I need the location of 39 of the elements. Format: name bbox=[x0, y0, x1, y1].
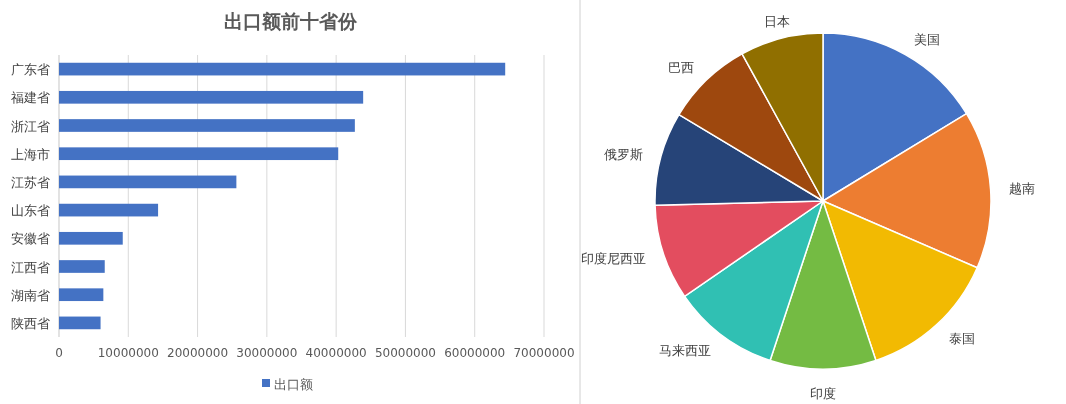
y-tick-label: 上海市 bbox=[11, 146, 50, 162]
bar bbox=[59, 62, 506, 76]
chart-title: 出口额前十省份 bbox=[223, 10, 358, 32]
y-tick-label: 福建省 bbox=[11, 90, 50, 106]
x-tick-label: 10000000 bbox=[97, 346, 159, 360]
y-tick-label: 陕西省 bbox=[11, 315, 50, 331]
x-tick-label: 20000000 bbox=[167, 346, 229, 360]
y-tick-label: 安徽省 bbox=[11, 231, 50, 247]
x-tick-label: 50000000 bbox=[374, 346, 436, 360]
bar bbox=[59, 90, 364, 104]
x-tick-label: 70000000 bbox=[513, 346, 575, 360]
x-tick-label: 30000000 bbox=[236, 346, 298, 360]
y-tick-label: 江西省 bbox=[11, 259, 50, 275]
bar bbox=[59, 260, 105, 273]
y-tick-label: 浙江省 bbox=[11, 118, 50, 134]
slice-label: 印度尼西亚 bbox=[581, 251, 647, 267]
slice-label: 泰国 bbox=[948, 331, 975, 347]
y-tick-label: 江苏省 bbox=[11, 174, 50, 190]
slice-label: 马来西亚 bbox=[659, 342, 712, 358]
slice-label: 俄罗斯 bbox=[604, 146, 644, 162]
y-tick-label: 广东省 bbox=[11, 62, 50, 78]
slice-label: 美国 bbox=[914, 31, 941, 47]
bar bbox=[59, 316, 101, 330]
x-tick-label: 0 bbox=[55, 346, 63, 360]
slice-label: 日本 bbox=[763, 13, 790, 29]
slice-label: 越南 bbox=[1008, 181, 1035, 197]
bar bbox=[59, 203, 159, 217]
bar bbox=[59, 147, 339, 161]
bar bbox=[59, 175, 237, 189]
bar bbox=[59, 119, 355, 132]
x-tick-label: 40000000 bbox=[305, 346, 367, 360]
slice-label: 巴西 bbox=[667, 60, 694, 76]
legend-label: 出口额 bbox=[274, 377, 313, 392]
bar bbox=[59, 288, 104, 302]
bar bbox=[59, 231, 123, 245]
x-tick-label: 60000000 bbox=[444, 346, 506, 360]
y-tick-label: 山东省 bbox=[11, 203, 50, 219]
slice-label: 印度 bbox=[810, 386, 836, 401]
y-tick-label: 湖南省 bbox=[11, 287, 50, 303]
